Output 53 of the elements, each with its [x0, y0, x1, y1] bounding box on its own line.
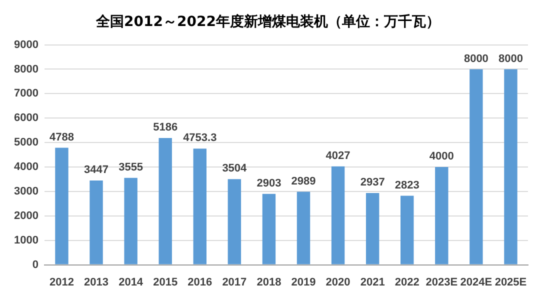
y-tick-label: 3000	[14, 186, 38, 198]
data-label: 8000	[498, 52, 523, 65]
x-tick-label: 2013	[84, 276, 109, 288]
y-tick-label: 2000	[14, 210, 38, 222]
data-label: 4788	[49, 131, 74, 144]
data-label: 4753.3	[183, 132, 217, 144]
y-tick-label: 5000	[14, 136, 38, 149]
y-tick-label: 7000	[14, 88, 38, 100]
x-tick-label: 2014	[118, 276, 144, 288]
bar	[193, 148, 206, 264]
data-label: 4027	[326, 150, 350, 162]
x-tick-label: 2016	[188, 276, 212, 288]
x-tick-label: 2021	[360, 276, 385, 288]
data-label: 5186	[153, 122, 178, 134]
bar	[504, 69, 518, 264]
data-label: 2989	[291, 175, 316, 188]
y-tick-label: 4000	[14, 161, 38, 174]
bar	[366, 193, 380, 264]
data-label: 8000	[464, 52, 488, 65]
bar	[55, 148, 68, 264]
x-tick-label: 2019	[291, 276, 316, 288]
y-tick-label: 9000	[14, 38, 38, 51]
bar	[400, 196, 414, 264]
x-tick-label: 2012	[49, 276, 74, 288]
x-tick-label: 2022	[394, 276, 420, 288]
y-tick-label: 1000	[14, 234, 38, 246]
data-label: 3447	[84, 164, 109, 176]
bar	[262, 194, 276, 264]
data-label: 4000	[429, 150, 454, 163]
bar	[296, 192, 310, 264]
data-label: 2823	[394, 179, 420, 192]
y-tick-label: 0	[32, 258, 38, 271]
data-label: 2903	[256, 177, 282, 190]
bar	[435, 167, 448, 264]
y-tick-label: 8000	[14, 63, 38, 76]
x-tick-label: 2025E	[494, 276, 527, 288]
x-tick-label: 2017	[222, 276, 247, 288]
chart-title: 全国2012～2022年度新增煤电装机（单位：万千瓦）	[95, 13, 440, 30]
x-tick-label: 2023E	[426, 276, 458, 288]
x-tick-label: 2018	[256, 276, 282, 288]
bar	[228, 179, 242, 264]
y-tick-label: 6000	[14, 112, 38, 124]
bar	[158, 138, 172, 264]
bar	[470, 69, 483, 264]
bar	[331, 166, 345, 264]
x-tick-label: 2020	[326, 276, 350, 288]
x-tick-label: 2015	[153, 276, 178, 288]
data-label: 3504	[222, 162, 248, 175]
data-label: 3555	[118, 161, 144, 174]
x-tick-label: 2024E	[460, 276, 492, 288]
data-label: 2937	[360, 176, 385, 189]
bar	[124, 178, 138, 264]
bar	[90, 180, 103, 264]
